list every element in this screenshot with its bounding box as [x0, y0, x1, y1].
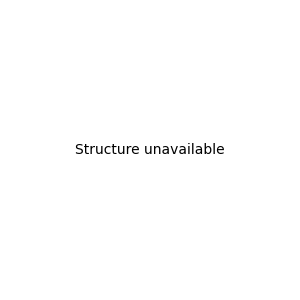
- Text: Structure unavailable: Structure unavailable: [75, 143, 225, 157]
